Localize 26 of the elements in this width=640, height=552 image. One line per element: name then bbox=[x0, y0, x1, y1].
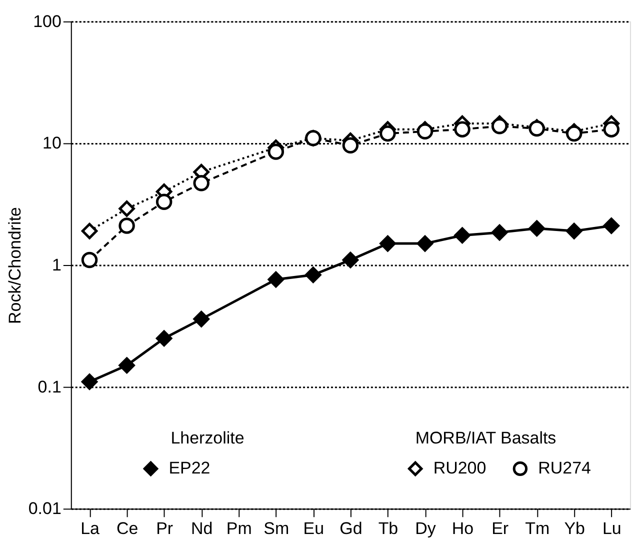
annotation: Lherzolite bbox=[170, 428, 244, 448]
x-tick-label: Lu bbox=[602, 519, 622, 538]
x-tick-label: Sm bbox=[264, 519, 290, 538]
y-axis-title: Rock/Chondrite bbox=[5, 207, 24, 324]
annotation: MORB/IAT Basalts bbox=[415, 428, 556, 448]
y-tick-label: 1 bbox=[52, 256, 62, 274]
x-tick-label: Gd bbox=[340, 519, 362, 538]
y-tick-label: 100 bbox=[33, 12, 62, 31]
x-tick-label: Tm bbox=[525, 519, 550, 538]
legend-label: EP22 bbox=[168, 458, 210, 478]
y-tick-label: 0.1 bbox=[38, 377, 62, 396]
x-tick-label: Er bbox=[492, 519, 509, 538]
x-tick-label: Eu bbox=[303, 519, 324, 538]
x-tick-label: Ho bbox=[452, 519, 474, 538]
x-tick-label: La bbox=[80, 519, 100, 538]
y-tick-label: 10 bbox=[42, 134, 62, 153]
legend-label: RU200 bbox=[433, 458, 486, 478]
x-tick-label: Dy bbox=[415, 519, 436, 538]
x-tick-label: Tb bbox=[378, 519, 398, 538]
legend-label: RU274 bbox=[538, 458, 591, 478]
x-tick-label: Ce bbox=[116, 519, 138, 538]
x-tick-label: Pr bbox=[156, 519, 174, 538]
x-tick-label: Yb bbox=[564, 519, 585, 538]
x-tick-label: Pm bbox=[226, 519, 252, 538]
x-tick-label: Nd bbox=[191, 519, 213, 538]
y-tick-label: 0.01 bbox=[28, 499, 62, 518]
